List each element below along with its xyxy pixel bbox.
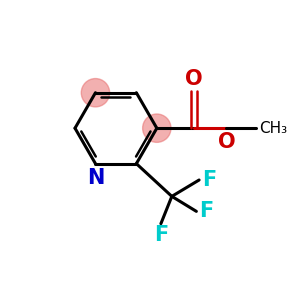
Circle shape [81, 79, 110, 107]
Text: CH₃: CH₃ [259, 121, 287, 136]
Text: F: F [154, 225, 168, 245]
Text: O: O [218, 132, 235, 152]
Text: N: N [87, 168, 104, 188]
Text: F: F [199, 201, 213, 221]
Text: O: O [185, 69, 203, 88]
Circle shape [142, 114, 171, 142]
Text: F: F [202, 170, 216, 190]
